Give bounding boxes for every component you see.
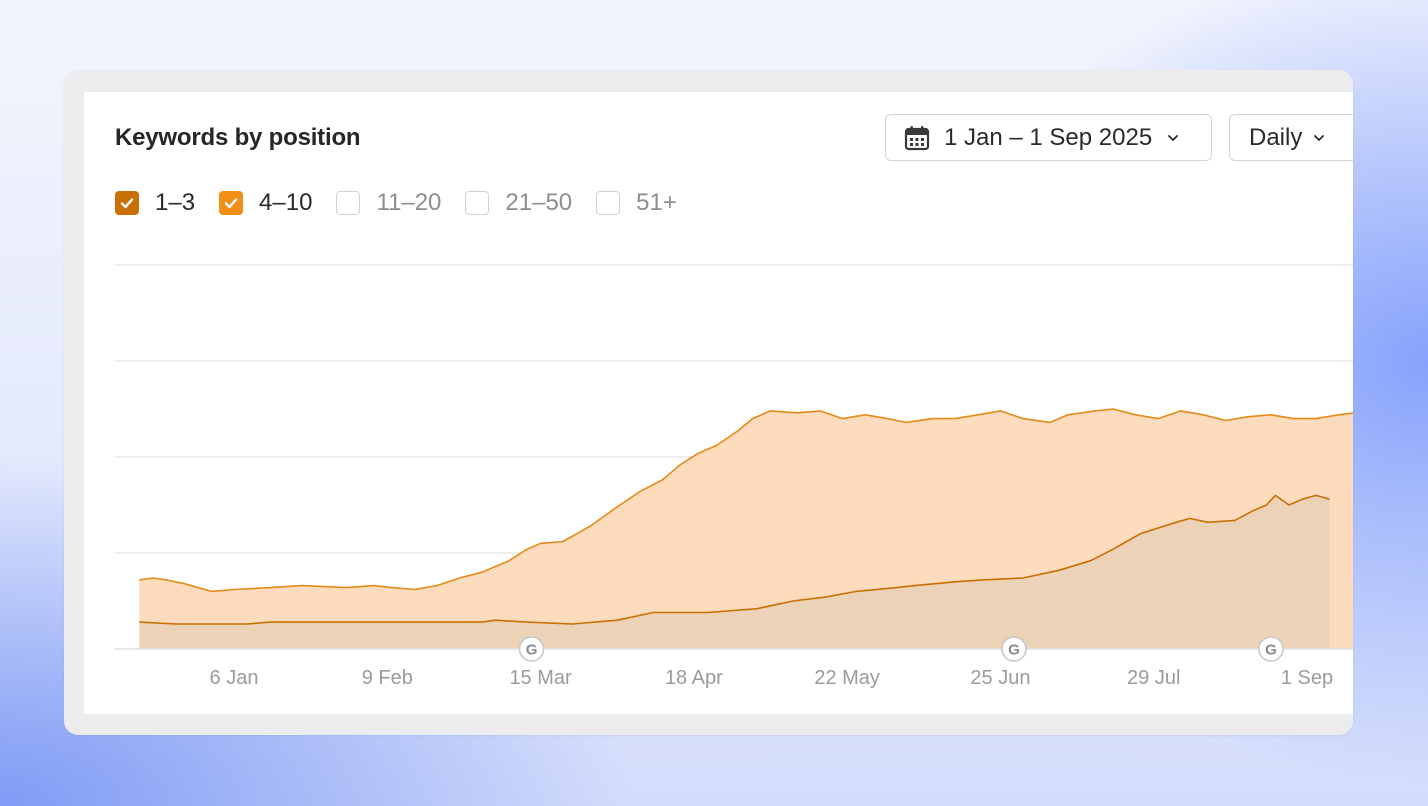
x-tick-label: 22 May [814,667,880,689]
x-tick-label: 6 Jan [210,667,259,689]
google-update-icon [518,636,545,662]
x-tick-label: 18 Apr [665,667,723,689]
legend-item-11-20[interactable]: 11–20 [336,189,441,217]
x-tick-label: 15 Mar [509,667,572,689]
granularity-button[interactable]: Daily [1229,114,1353,161]
legend-label: 21–50 [505,189,573,216]
x-tick-label: 9 Feb [362,667,413,689]
series-line-2 [139,408,1353,593]
event-marker-label: G [1008,642,1020,659]
chevron-down-icon [1166,131,1180,145]
legend-label: 51+ [636,189,677,216]
series-line-1 [139,494,1330,625]
legend-label: 1–3 [155,189,196,216]
keywords-card: Keywords by position 1 Jan – 1 Sep 2025 [84,92,1353,714]
granularity-label: Daily [1249,123,1303,151]
checkbox[interactable] [596,191,621,215]
x-tick-label: 25 Jun [970,667,1030,689]
x-tick-label: 1 Sep [1281,667,1333,689]
date-range-button[interactable]: 1 Jan – 1 Sep 2025 [885,114,1212,161]
checkmark-icon [120,198,134,209]
position-legend: 1–3 4–10 11–20 21–50 [115,189,701,217]
event-marker-label: G [526,642,538,659]
legend-item-4-10[interactable]: 4–10 [219,189,312,217]
legend-item-1-3[interactable]: 1–3 [115,189,195,217]
date-range-label: 1 Jan – 1 Sep 2025 [944,123,1153,151]
checkmark-icon [224,198,238,209]
chevron-down-icon [1312,131,1326,145]
series-area-1 [139,495,1330,649]
legend-label: 4–10 [259,189,313,216]
checkbox[interactable] [336,191,361,215]
legend-item-51-plus[interactable]: 51+ [596,189,677,217]
legend-label: 11–20 [376,189,442,216]
legend-item-21-50[interactable]: 21–50 [465,189,572,217]
event-marker-label: G [1265,642,1277,659]
calendar-icon [904,125,930,151]
keywords-area-chart: G G G 6 Jan 9 Feb 15 Mar 18 Apr 22 May 25 Jun 29 … [115,264,1353,689]
x-tick-label: 29 Jul [1127,667,1180,689]
google-update-icon [1001,636,1027,662]
checkbox[interactable] [465,191,490,215]
checkbox[interactable] [219,191,244,215]
chart-frame: Keywords by position 1 Jan – 1 Sep 2025 [64,70,1353,735]
card-title: Keywords by position [115,124,361,151]
google-update-icon [1258,636,1284,662]
checkbox[interactable] [115,191,139,215]
